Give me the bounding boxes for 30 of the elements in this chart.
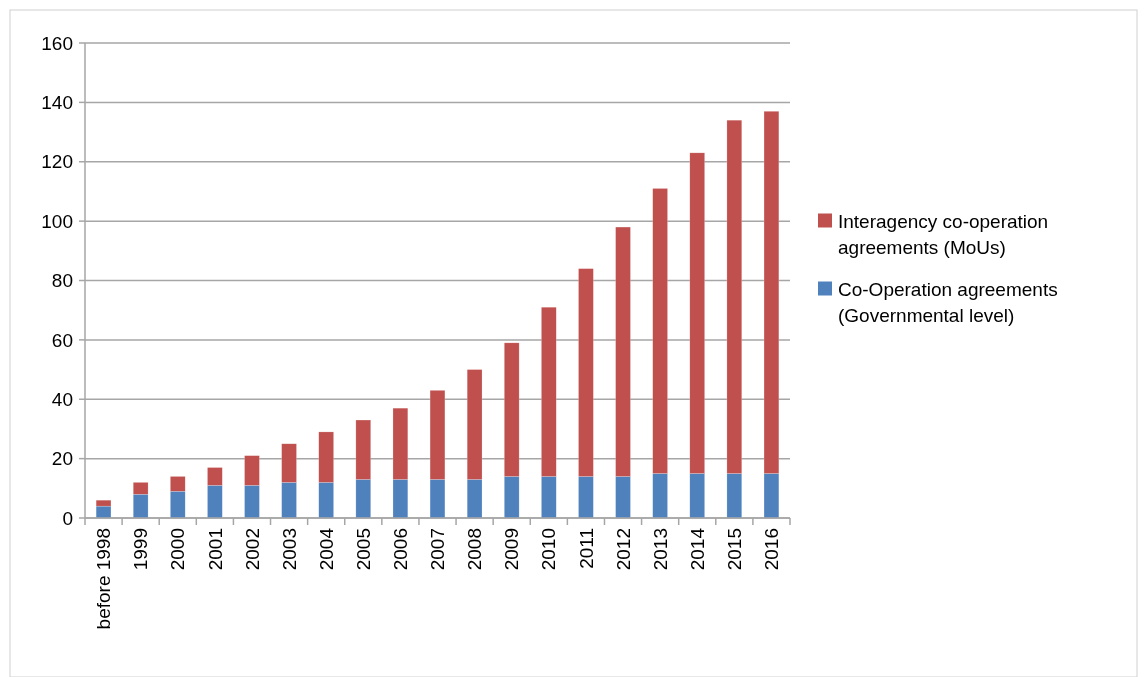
y-tick-label: 100	[41, 210, 73, 232]
x-tick-label: 2008	[464, 528, 486, 571]
x-tick-label: 2010	[538, 528, 560, 571]
x-tick-label: 1999	[130, 528, 152, 571]
y-tick-label: 80	[51, 270, 73, 292]
legend-label: Co-Operation agreements (Governmental level)	[838, 278, 1058, 326]
x-tick-label: 2015	[723, 528, 745, 571]
x-tick-label: 2007	[427, 528, 449, 571]
x-tick-label: 2003	[278, 528, 300, 571]
x-tick-label: 2000	[167, 528, 189, 571]
x-tick-label: 2009	[501, 528, 523, 571]
x-tick-label: 2005	[352, 528, 374, 571]
y-tick-label: 40	[51, 388, 73, 410]
x-tick-label: before 1998	[93, 528, 115, 630]
x-tick-label: 2006	[390, 528, 412, 571]
y-tick-label: 140	[41, 92, 73, 114]
x-tick-label: 2016	[761, 528, 783, 571]
y-tick-label: 120	[41, 151, 73, 173]
x-tick-label: 2011	[575, 528, 597, 569]
y-tick-label: 160	[41, 32, 73, 54]
x-tick-label: 2004	[315, 527, 337, 571]
x-tick-label: 2012	[612, 528, 634, 571]
legend-label: Interagency co-operation agreements (MoUs)	[838, 210, 1049, 258]
y-tick-label: 60	[51, 329, 73, 351]
x-tick-label: 2001	[204, 528, 226, 571]
y-tick-label: 0	[62, 507, 73, 529]
y-tick-label: 20	[51, 448, 73, 470]
x-tick-label: 2002	[241, 528, 263, 571]
x-tick-label: 2014	[686, 527, 708, 571]
x-tick-label: 2013	[649, 528, 671, 571]
